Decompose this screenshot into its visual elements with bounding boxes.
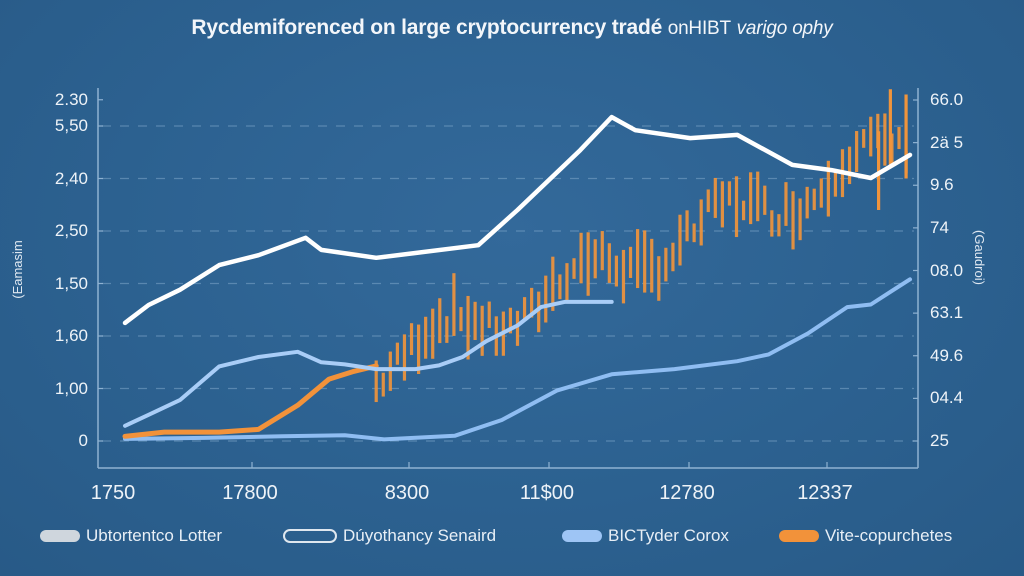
legend-swatch-icon (779, 530, 819, 542)
legend-swatch-icon (283, 529, 337, 543)
legend-item[interactable]: Vite-copurchetes (779, 526, 952, 546)
legend-item[interactable]: Ubtortentco Lotter (40, 526, 222, 546)
y-tick-label-right: 04.4 (930, 388, 964, 408)
y-axis-left-label: (Eamasim (9, 240, 25, 299)
y-tick-label-left: 0 (78, 431, 88, 450)
series-line-0 (122, 114, 913, 326)
series-line-1 (123, 299, 614, 428)
y-tick-label-right: 25 (930, 431, 949, 450)
x-tick-label: 12780 (659, 482, 715, 504)
legend-label: BICTyder Corox (608, 526, 729, 545)
y-tick-label-right: 66.0 (930, 90, 964, 109)
series-line-2 (123, 277, 912, 442)
x-tick-label: 1750 (90, 482, 136, 504)
y-tick-label-right: 9.6 (930, 175, 954, 195)
y-tick-label-right: 63.1 (930, 303, 964, 323)
x-tick-label: 12337 (797, 482, 853, 504)
x-tick-label: 11$00 (519, 482, 575, 504)
legend-swatch-icon (562, 530, 602, 542)
y-tick-label-right: 08.0 (930, 260, 964, 280)
legend-swatch-icon (40, 530, 80, 542)
y-tick-label-right: 74 (930, 217, 949, 237)
y-tick-label-right: 49.6 (930, 345, 964, 365)
legend-label: Vite-copurchetes (825, 526, 953, 545)
y-tick-label-left: 1,60 (54, 326, 88, 345)
title-main: Rycdemiforenced on large cryptocurrency … (191, 16, 663, 39)
y-tick-label-left: 2.30 (54, 89, 88, 109)
y-tick-label-left: 2,40 (54, 168, 88, 188)
y-axis-right-label: (Gaudroi) (971, 230, 987, 285)
title-italic: varigo ophy (736, 18, 833, 39)
series-line-3 (122, 363, 379, 439)
x-tick-label: 17800 (222, 482, 278, 504)
legend: Ubtortentco Lotter Dúyothancy Senaird BI… (0, 526, 1024, 552)
y-tick-label-left: 2,50 (54, 221, 88, 240)
legend-label: Ubtortentco Lotter (86, 526, 223, 545)
x-tick-label: 8300 (384, 482, 430, 504)
y-tick-label-left: 1,50 (54, 273, 88, 293)
legend-item[interactable]: BICTyder Corox (562, 526, 729, 546)
chart-title: Rycdemiforenced on large cryptocurrency … (0, 16, 1024, 40)
y-tick-label-left: 5,50 (54, 116, 88, 135)
y-tick-label-right: 2ä 5 (930, 132, 964, 152)
legend-item[interactable]: Dúyothancy Senaird (283, 526, 496, 546)
legend-label: Dúyothancy Senaird (343, 526, 497, 545)
y-tick-label-left: 1,00 (54, 378, 88, 398)
title-suffix: onHIBT (667, 18, 731, 39)
